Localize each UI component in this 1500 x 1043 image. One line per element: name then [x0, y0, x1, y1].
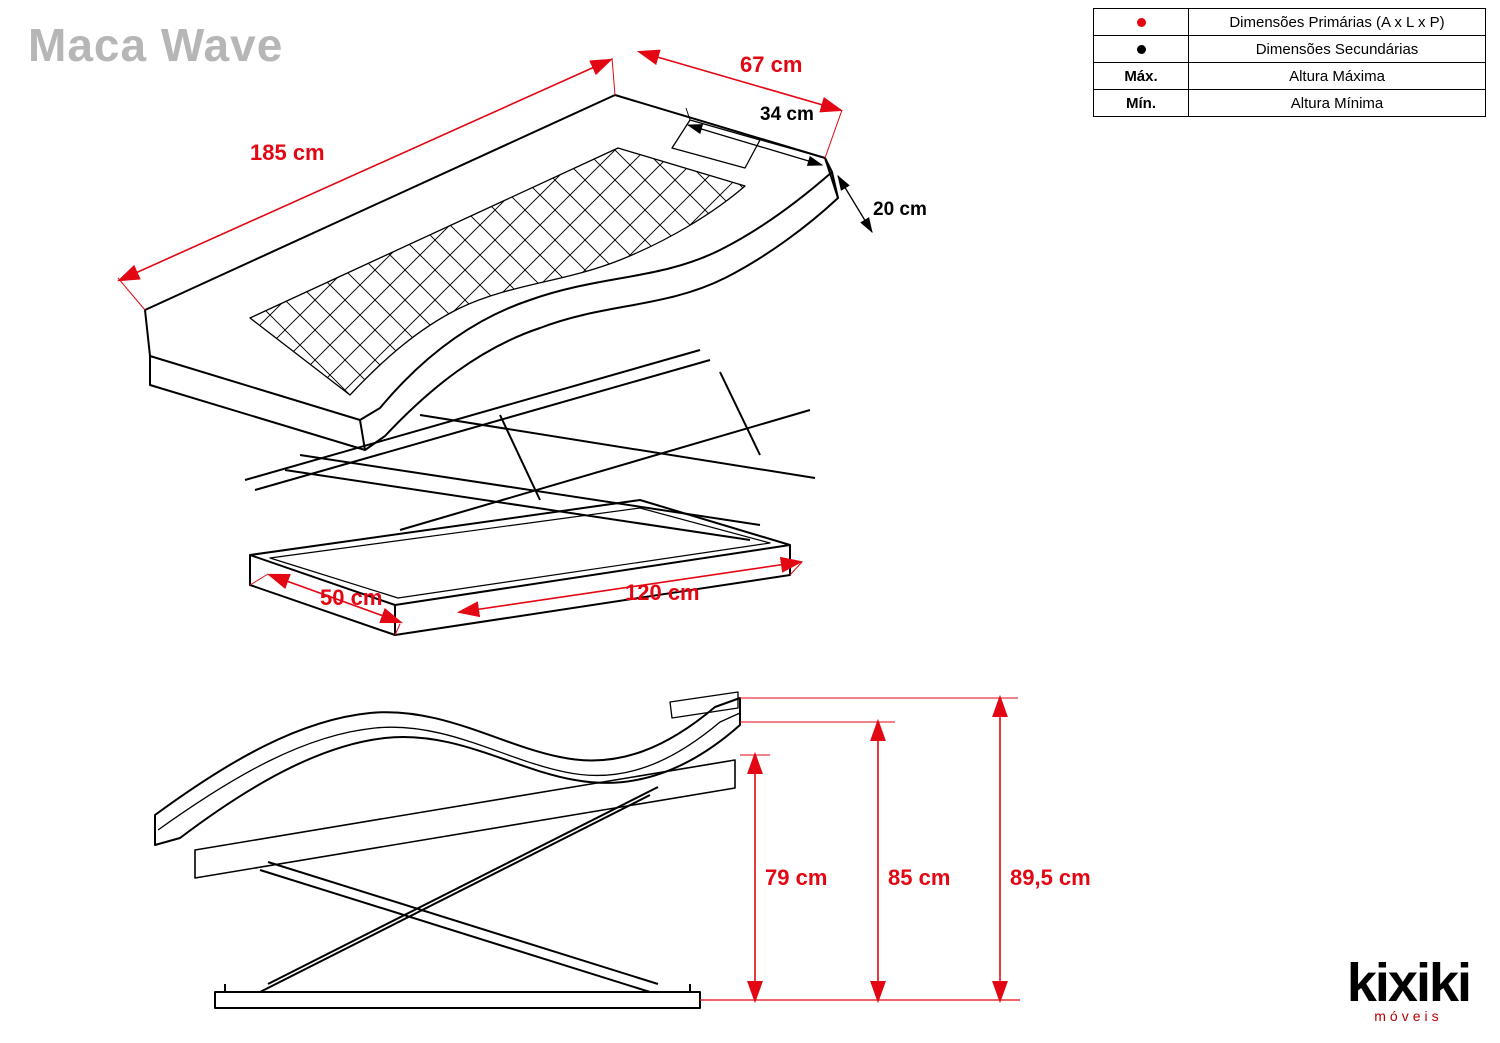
side-view: [155, 692, 740, 1008]
dim-pad-d: 20 cm: [873, 199, 927, 220]
dim-pad-w: 34 cm: [760, 104, 814, 125]
iso-dim-primary: [118, 52, 842, 635]
technical-drawing: 185 cm 67 cm 120 cm 50 cm 34 cm 20 cm: [0, 0, 1500, 1043]
dim-width-top: 67 cm: [740, 52, 802, 77]
dim-base-width: 50 cm: [320, 585, 382, 610]
dim-h1: 79 cm: [765, 865, 827, 890]
side-dim-heights: [700, 698, 1020, 1000]
dim-length-top: 185 cm: [250, 140, 325, 165]
iso-view: [145, 95, 838, 635]
dim-h2: 85 cm: [888, 865, 950, 890]
dim-base-length: 120 cm: [625, 580, 700, 605]
dim-h3: 89,5 cm: [1010, 865, 1091, 890]
